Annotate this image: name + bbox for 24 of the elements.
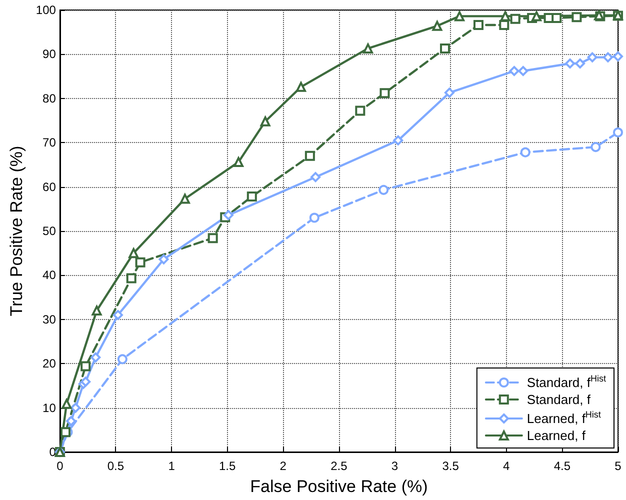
y-tick-label: 10: [42, 400, 56, 415]
x-tick-label: 3.5: [442, 459, 460, 473]
x-tick-label: 3: [391, 459, 398, 473]
y-tick-label: 100: [36, 3, 56, 17]
y-tick-label: 30: [42, 312, 56, 326]
y-tick-label: 20: [42, 356, 56, 371]
y-tick-label: 80: [42, 91, 56, 106]
y-tick-label: 50: [42, 224, 56, 238]
y-tick-label: 40: [42, 268, 56, 282]
x-tick-label: 2: [280, 459, 287, 473]
x-tick-label: 1.5: [219, 459, 236, 473]
x-tick-label: 2.5: [330, 459, 348, 473]
x-tick-label: 4.5: [554, 459, 571, 473]
legend-label: Standard, f: [526, 392, 591, 407]
x-axis-title: False Positive Rate (%): [250, 477, 428, 496]
y-tick-label: 90: [42, 47, 56, 62]
y-tick-label: 70: [42, 136, 56, 150]
y-tick-label: 60: [42, 180, 56, 194]
x-tick-label: 1: [168, 459, 176, 473]
x-tick-label: 0.5: [107, 459, 124, 473]
legend-label: Learned, f: [526, 428, 586, 443]
x-tick-label: 4: [503, 459, 510, 473]
x-tick-label: 5: [614, 459, 622, 473]
y-axis-title: True Positive Rate (%): [7, 146, 26, 316]
